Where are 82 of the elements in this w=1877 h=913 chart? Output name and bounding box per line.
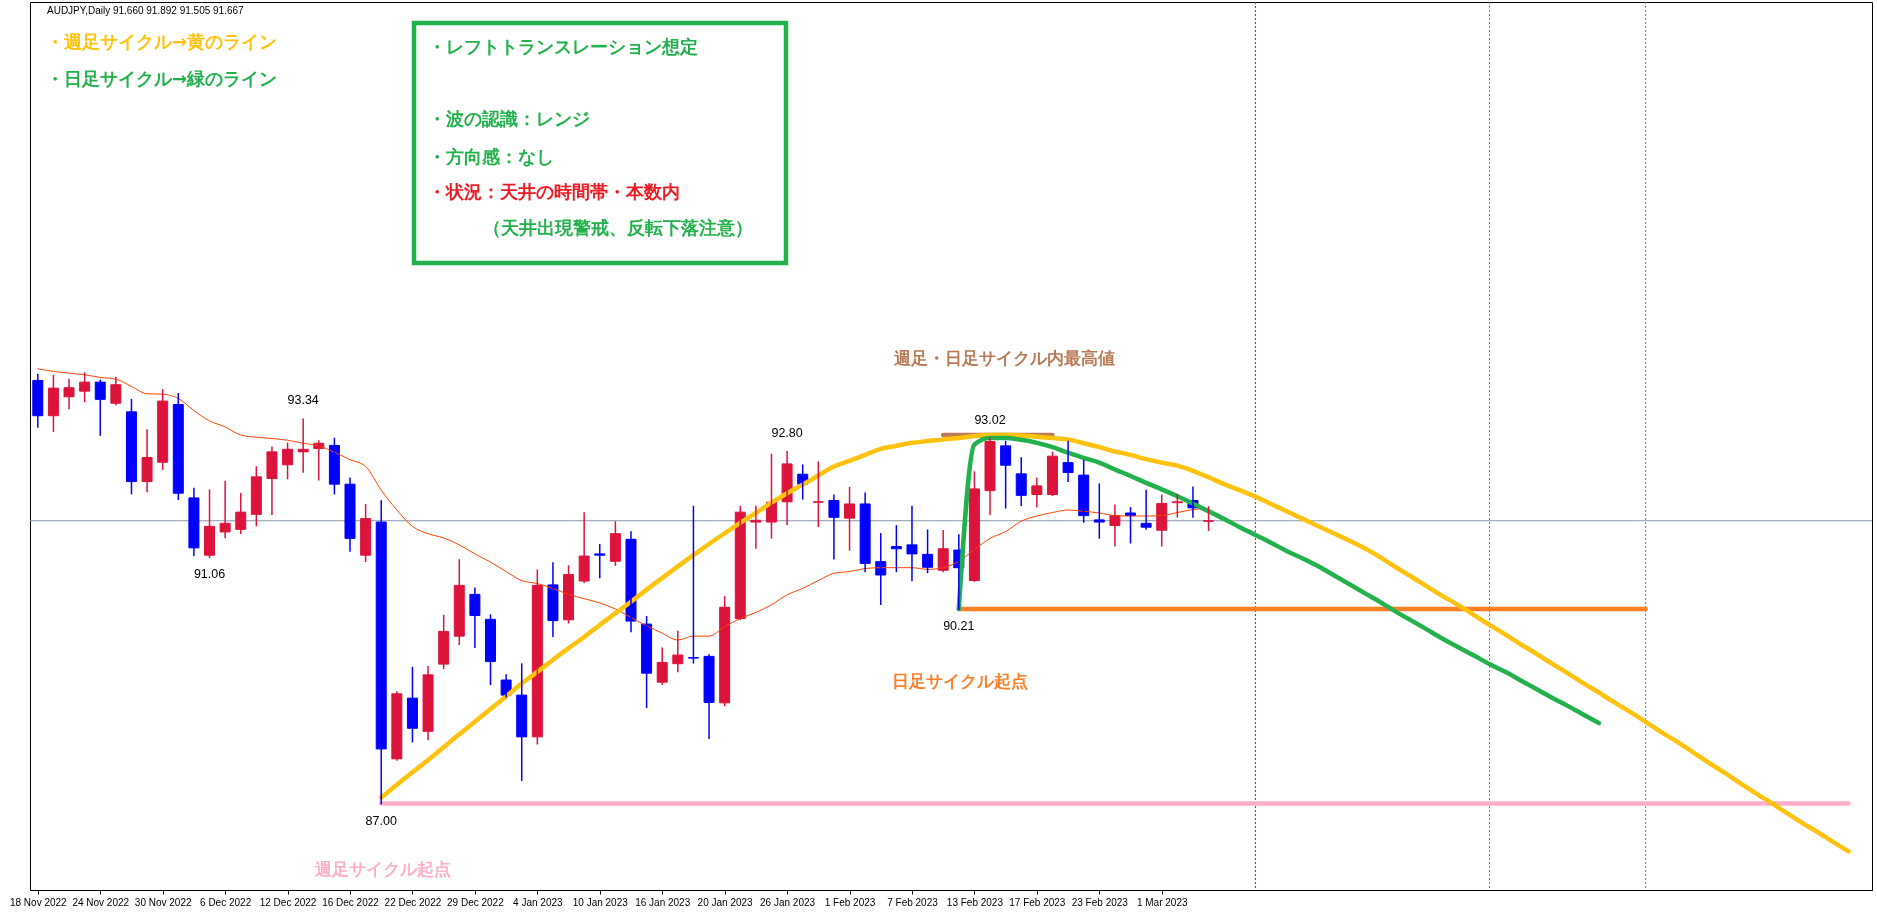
text: 90.21 (943, 619, 975, 634)
text: ・波の認識：レンジ (428, 108, 590, 129)
candlestick (438, 614, 450, 670)
candlestick (266, 446, 278, 516)
text: 91.06 (193, 567, 226, 582)
candlestick (204, 489, 216, 559)
x-tick-label: 18 Nov 2022 (9, 896, 68, 908)
candlestick (157, 389, 169, 470)
text: ・レフトトランスレーション想定 (428, 36, 698, 57)
candlestick (250, 466, 262, 527)
candlestick (235, 492, 247, 534)
candlestick (1031, 477, 1043, 508)
x-tick-label: 7 Feb 2023 (887, 896, 939, 908)
x-tick-label: 4 Jan 2023 (513, 896, 564, 908)
x-tick-label: 13 Feb 2023 (946, 896, 1004, 908)
candlestick (141, 429, 153, 493)
candlestick (1140, 489, 1152, 530)
candlestick (516, 663, 528, 782)
candlestick (453, 559, 465, 646)
candlestick (485, 614, 496, 686)
text: 93.34 (287, 393, 319, 408)
text: 週足・日足サイクル内最高値 (892, 348, 1115, 368)
candlestick (922, 529, 934, 574)
x-tick-label: 30 Nov 2022 (134, 896, 192, 908)
x-tick-label: 29 Dec 2022 (447, 896, 505, 908)
candlestick (609, 521, 621, 566)
text: 93.02 (974, 412, 1006, 427)
candlestick (469, 587, 481, 649)
candlestick (828, 494, 840, 560)
candlestick (406, 666, 418, 743)
candlestick (719, 596, 731, 707)
candlestick (844, 486, 856, 551)
x-tick-label: 16 Dec 2022 (322, 896, 380, 908)
candlestick (297, 418, 309, 473)
x-tick-label: 16 Jan 2023 (635, 896, 691, 908)
candlestick (906, 505, 918, 582)
candlestick (1171, 493, 1183, 518)
candlestick (1000, 440, 1012, 509)
x-tick-label: 24 Nov 2022 (72, 896, 130, 908)
candlestick (79, 372, 91, 403)
text: ・状況：天井の時間帯・本数内 (428, 181, 680, 202)
candlestick (110, 376, 122, 406)
candlestick (687, 505, 699, 664)
x-tick-label: 20 Jan 2023 (697, 896, 754, 908)
x-tick-label: 23 Feb 2023 (1071, 896, 1129, 908)
text: 週足サイクル起点 (314, 859, 451, 879)
candlestick (594, 544, 606, 579)
candlestick (172, 393, 184, 500)
candlestick (344, 477, 356, 552)
candlestick (641, 616, 653, 708)
annotation: 日足サイクル起点 (892, 671, 1028, 691)
candlestick (1078, 459, 1090, 523)
x-tick-label: 26 Jan 2023 (760, 896, 816, 908)
text: （天井出現警戒、反転下落注意） (483, 217, 753, 238)
candlestick (422, 665, 434, 741)
candlestick (1093, 483, 1105, 539)
candlestick (1046, 451, 1058, 497)
chart-title: AUDJPY,Daily 91.660 91.892 91.505 91.667 (47, 5, 245, 16)
candlestick (1062, 440, 1074, 482)
text: ・日足サイクル→緑のライン (46, 68, 278, 89)
candlestick (750, 505, 762, 549)
x-tick-label: 10 Jan 2023 (572, 896, 629, 908)
candlestick (63, 378, 75, 410)
candlestick (984, 437, 996, 516)
text: ・方向感：なし (428, 146, 554, 167)
candlestick (812, 461, 824, 528)
x-tick-label: 17 Feb 2023 (1009, 896, 1066, 908)
candlestick (859, 492, 871, 573)
candlestick (360, 504, 372, 562)
candlestick (125, 399, 137, 495)
x-tick-label: 1 Feb 2023 (824, 896, 876, 908)
x-tick-label: 12 Dec 2022 (259, 896, 317, 908)
candlestick (703, 654, 715, 739)
candlestick (1203, 506, 1215, 531)
candlestick (219, 480, 231, 539)
text: ・週足サイクル→黄のライン (46, 31, 278, 52)
x-tick-label: 1 Mar 2023 (1136, 896, 1188, 908)
text: 92.80 (771, 425, 803, 440)
x-tick-label: 22 Dec 2022 (384, 896, 442, 908)
candlestick (188, 487, 200, 556)
text: 87.00 (365, 813, 397, 828)
x-tick-label: 6 Dec 2022 (200, 896, 252, 908)
